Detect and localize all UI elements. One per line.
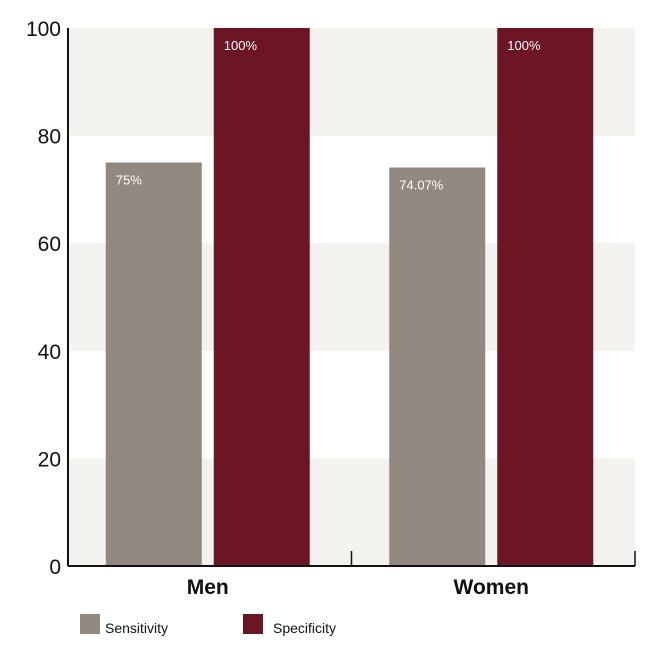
legend-swatch-sensitivity <box>80 614 100 634</box>
legend-label: Specificity <box>273 620 336 636</box>
y-tick-label: 0 <box>49 556 61 579</box>
legend-label: Sensitivity <box>105 620 168 636</box>
y-tick-label: 100 <box>26 18 61 41</box>
y-tick-label: 60 <box>38 233 61 256</box>
bars: 75% 100% 74.07% 100% <box>105 28 594 566</box>
y-tick-label: 40 <box>38 341 61 364</box>
data-label: 100% <box>224 38 258 53</box>
bar-specificity-women <box>497 28 594 566</box>
legend-swatch-specificity <box>243 614 263 634</box>
data-label: 100% <box>507 38 541 53</box>
x-tick-label: Men <box>187 576 229 599</box>
data-label: 74.07% <box>399 178 444 193</box>
axes: Men Women 0 20 40 60 80 100 <box>26 18 636 599</box>
data-label: 75% <box>116 173 142 188</box>
y-tick-label: 80 <box>38 126 61 149</box>
x-tick-label: Women <box>454 576 529 599</box>
y-tick-label: 20 <box>38 448 61 471</box>
legend: Sensitivity Specificity <box>80 614 336 636</box>
bar-specificity-men <box>213 28 310 566</box>
bar-sensitivity-men <box>105 162 202 566</box>
bar-sensitivity-women <box>389 167 486 566</box>
